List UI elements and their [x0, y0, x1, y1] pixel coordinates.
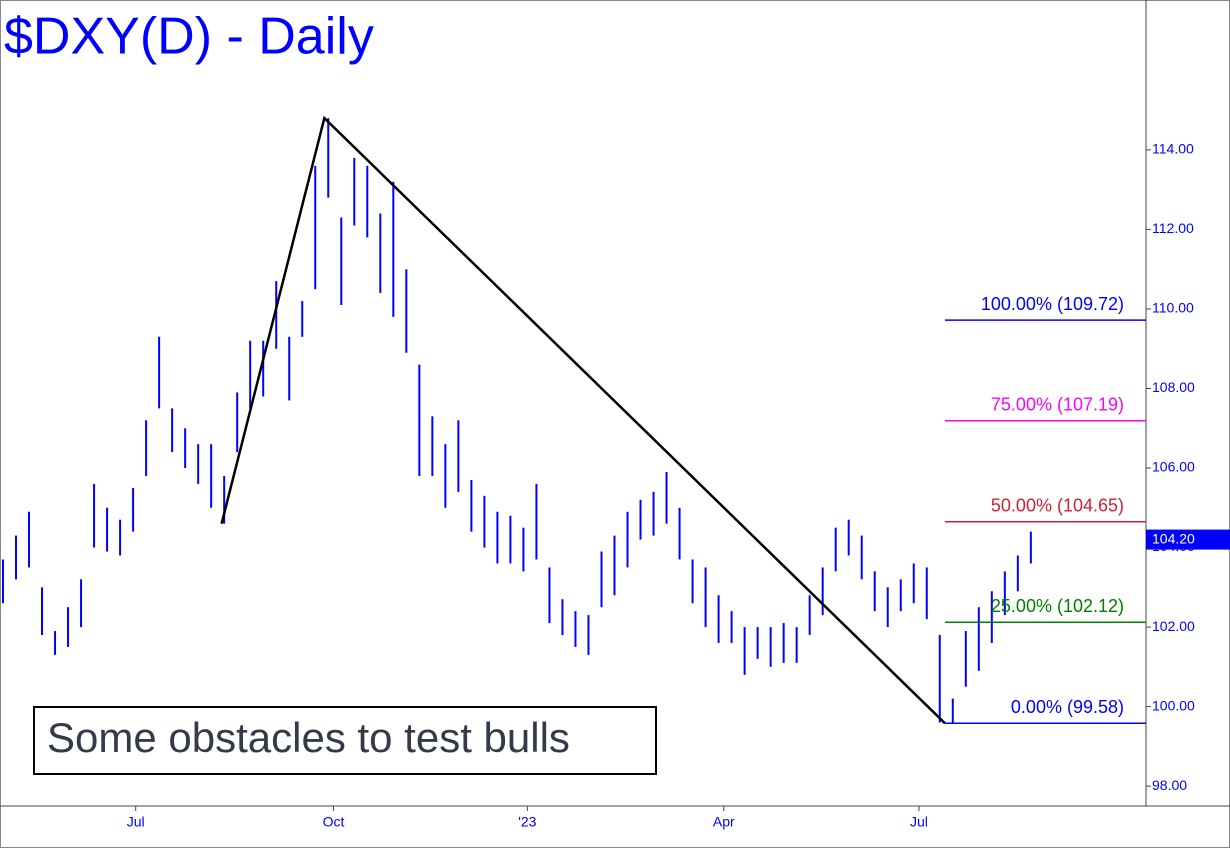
y-tick-label: 100.00 — [1152, 697, 1195, 713]
x-tick-label: Jul — [127, 814, 145, 830]
x-tick-label: Oct — [323, 814, 345, 830]
annotation: Some obstacles to test bulls — [47, 714, 570, 761]
y-tick-label: 108.00 — [1152, 379, 1195, 395]
annotation-box — [33, 706, 657, 775]
fib-label: 50.00% (104.65) — [991, 495, 1124, 515]
x-tick-label: Apr — [713, 814, 735, 830]
fib-label: 100.00% (109.72) — [981, 294, 1124, 314]
y-tick-label: 102.00 — [1152, 618, 1195, 634]
fib-label: 75.00% (107.19) — [991, 394, 1124, 414]
y-tick-label: 98.00 — [1152, 777, 1187, 793]
x-tick-label: Jul — [910, 814, 928, 830]
last-price-tag — [1146, 529, 1230, 550]
last-price-label: 104.20 — [1152, 530, 1195, 546]
y-tick-label: 106.00 — [1152, 459, 1195, 475]
y-tick-label: 114.00 — [1152, 141, 1194, 157]
x-tick-label: '23 — [518, 814, 536, 830]
fib-label: 0.00% (99.58) — [1011, 697, 1124, 717]
y-tick-label: 112.00 — [1152, 220, 1194, 236]
trend-line — [220, 115, 946, 725]
chart-title: $DXY(D) - Daily — [4, 8, 374, 66]
y-tick-label: 110.00 — [1152, 300, 1194, 316]
fib-label: 25.00% (102.12) — [991, 596, 1124, 616]
